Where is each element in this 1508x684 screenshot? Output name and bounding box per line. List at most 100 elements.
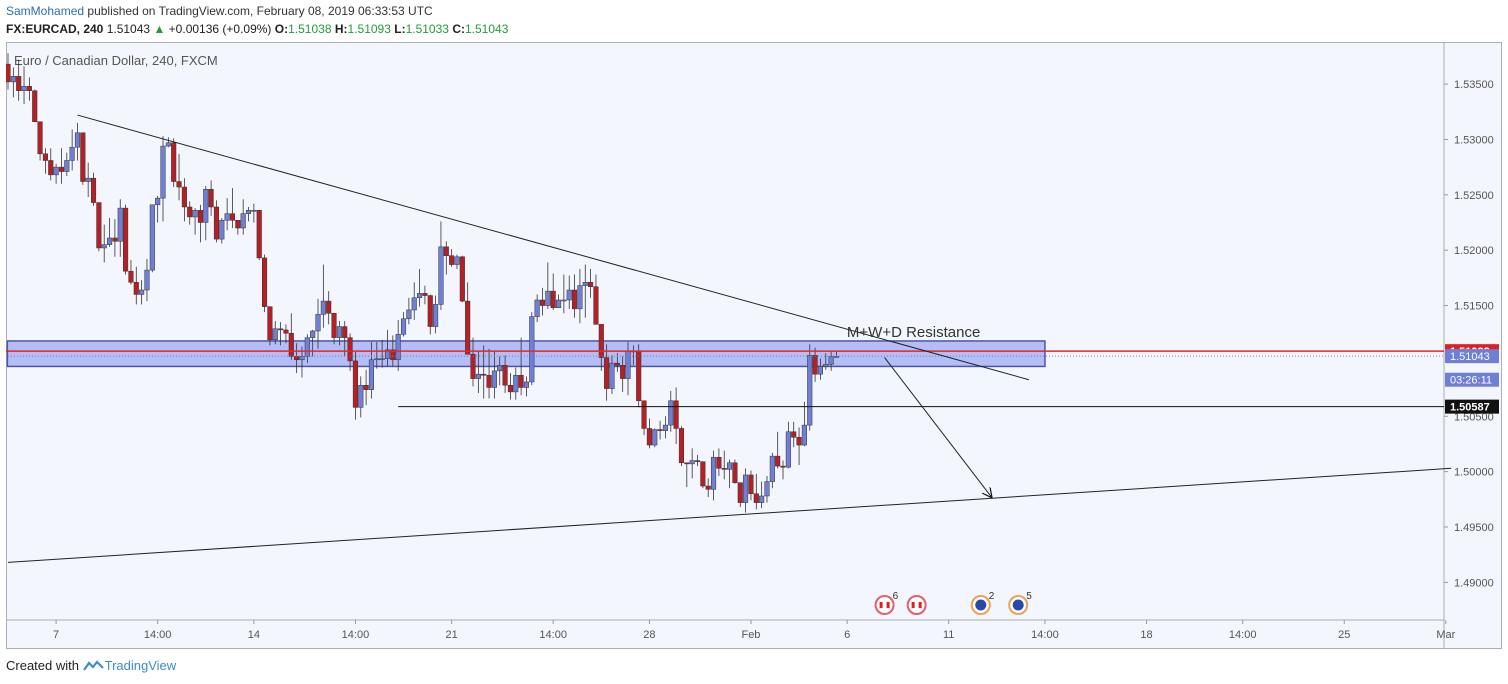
event-count: 5 [1026,591,1032,602]
candle-body [769,455,775,482]
candle-body [74,132,81,148]
candle-body [107,237,113,245]
candle-body [459,256,465,302]
candle [90,172,97,206]
candle-body [684,462,690,465]
candle-body [807,355,813,426]
candle [315,298,321,349]
candle [160,136,166,222]
price-label-box [1445,372,1499,387]
candle-body [384,349,391,359]
candle-body [203,189,209,223]
candle-body [625,350,631,379]
candle-body [278,328,284,331]
candle [288,313,294,360]
up-arrow-icon: ▲ [153,22,166,36]
candle [620,356,626,392]
x-tick-label: 14:00 [539,629,567,641]
candle-body [775,455,781,467]
candle [326,291,332,325]
candle-body [262,257,268,307]
candle [384,329,391,367]
candle-body [780,465,786,468]
tradingview-logo-icon [82,660,104,671]
candle-body [743,474,749,503]
candle-body [465,300,471,355]
x-tick-label: Feb [741,629,760,641]
candle-body [555,299,562,308]
candle-body [759,495,765,503]
open-value: 1.51038 [288,22,332,36]
candle [748,470,754,501]
candle-body [732,462,738,483]
candle [577,268,583,324]
candle [791,421,797,448]
x-tick-label: 7 [53,629,59,641]
candle-body [181,186,187,208]
candle [80,132,86,185]
candle [433,295,439,334]
y-tick-label: 1.51500 [1454,301,1494,313]
candle [107,218,113,247]
candle [379,339,385,368]
price-label-text: 1.50587 [1450,402,1490,414]
candle-body [363,385,369,390]
candle-body [26,86,32,91]
price-chart[interactable]: Euro / Canadian Dollar, 240, FXCM 1.53500… [6,42,1502,649]
candle-body [304,337,310,357]
candle-body [422,293,428,296]
candle [732,459,738,484]
candle-body [636,350,642,402]
candle-body [144,269,150,291]
candle [759,481,765,509]
candle [165,137,171,148]
candle [486,348,492,399]
candle-body [539,299,546,306]
y-tick-label: 1.49500 [1454,522,1494,534]
candle [197,204,203,243]
candle-body [678,428,685,464]
price-label-box [1445,399,1499,414]
candle [684,462,690,488]
candle [400,312,407,337]
ohlc-line: FX:EURCAD, 240 1.51043 ▲ +0.00136 (+0.09… [6,22,508,36]
x-tick-label: 28 [643,629,655,641]
candle-body [561,299,567,302]
candle [539,287,546,316]
candle-body [155,197,161,206]
x-tick-label: 25 [1338,629,1350,641]
candle-body [96,202,102,249]
candle [588,268,594,298]
candle-body [90,177,97,203]
trendline-ascending [7,467,1452,563]
low-value: 1.51033 [405,22,449,36]
candle-body [812,355,818,375]
candle [21,66,27,105]
candle [26,77,32,101]
candle-body [53,166,59,176]
candle [502,355,508,394]
candle [817,358,823,380]
candle [593,274,599,325]
candle-body [470,354,476,379]
trendline-projection-arrow [884,357,992,498]
candle-body [197,210,203,223]
price-label-last: 1.51043 [1445,349,1499,364]
candle [427,294,433,335]
candle [523,376,530,397]
candle-body [336,326,342,338]
candle-body [390,349,396,361]
chart-title: Euro / Canadian Dollar, 240, FXCM [14,53,218,68]
candle [753,473,759,510]
x-tick-label: 14:00 [1229,629,1257,641]
canada-flag-center [914,602,919,608]
author-link[interactable]: SamMohamed [6,4,85,18]
candle [256,210,262,261]
candle-body [400,318,407,335]
candle [85,162,91,198]
candle [807,344,813,431]
tradingview-link[interactable]: TradingView [104,658,177,673]
candle-body [235,220,241,229]
candle [785,421,791,469]
candle [16,59,22,101]
